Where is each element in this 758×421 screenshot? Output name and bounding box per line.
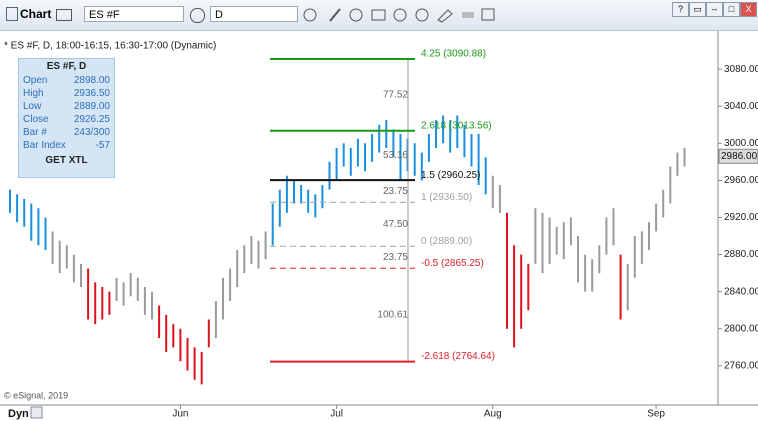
info-value: 2936.50 — [73, 88, 110, 99]
fib-distance: 23.75 — [383, 252, 408, 263]
x-tick-label: Jun — [172, 409, 188, 420]
drawing-tools — [303, 8, 495, 23]
info-value: 2926.25 — [73, 114, 110, 125]
window-button[interactable]: – — [706, 2, 723, 17]
y-tick-label: 2960.00 — [724, 175, 758, 186]
y-tick-label: 2840.00 — [724, 286, 758, 297]
fib-distance: 23.75 — [383, 186, 408, 197]
fib-distance: 77.52 — [383, 90, 408, 101]
y-tick-label: 3000.00 — [724, 138, 758, 149]
y-tick-label: 2920.00 — [724, 212, 758, 223]
window-button[interactable]: ▭ — [689, 2, 706, 17]
toolbar: Chart ES #F D ? ▭ – □ X — [0, 0, 758, 31]
window-button[interactable]: X — [740, 2, 757, 17]
get-xtl-button[interactable]: GET XTL — [45, 155, 88, 166]
fib-distance: 100.61 — [377, 310, 408, 321]
fib-label: 1.5 (2960.25) — [421, 170, 481, 181]
info-key: High — [23, 88, 44, 99]
fib-label: 4.25 (3090.88) — [421, 49, 486, 60]
tool-bar[interactable] — [462, 12, 474, 18]
fib-distance: 47.50 — [383, 219, 408, 230]
fib-distance: 53.16 — [383, 150, 408, 161]
info-key: Close — [23, 114, 49, 125]
y-tick-label: 3080.00 — [724, 64, 758, 75]
info-row: Bar # 243/300 — [19, 126, 114, 139]
footer-label: Dyn — [8, 408, 29, 420]
x-tick-label: Jul — [330, 409, 343, 420]
info-key: Open — [23, 75, 48, 86]
fib-label: -2.618 (2764.64) — [421, 351, 495, 362]
tool-study[interactable] — [371, 9, 386, 21]
fib-label: 0 (2889.00) — [421, 236, 472, 247]
y-tick-label: 3040.00 — [724, 101, 758, 112]
y-tick-label: 2800.00 — [724, 323, 758, 334]
interval-box[interactable]: D — [210, 6, 298, 22]
window-button[interactable]: □ — [723, 2, 740, 17]
symbol-box[interactable]: ES #F — [84, 6, 184, 22]
info-panel: ES #F, D Open 2898.00 High 2936.50 Low 2889.0… — [18, 58, 115, 178]
plot-area — [0, 31, 718, 405]
info-row: Close 2926.25 — [19, 113, 114, 126]
info-row: Low 2889.00 — [19, 100, 114, 113]
window-button[interactable]: ? — [672, 2, 689, 17]
y-tick-label: 2760.00 — [724, 361, 758, 372]
info-key: Low — [23, 101, 42, 112]
chart-icon — [6, 7, 18, 21]
tool-play[interactable] — [393, 8, 407, 22]
fib-label: -0.5 (2865.25) — [421, 258, 484, 269]
info-value: 2889.00 — [73, 101, 110, 112]
link-icon[interactable] — [56, 9, 72, 21]
tool-line[interactable] — [329, 8, 341, 22]
info-row: Bar Index -57 — [19, 139, 114, 152]
info-key: Bar Index — [23, 140, 66, 151]
last-price-label: 2986.00 — [721, 151, 758, 162]
info-value: -57 — [95, 140, 110, 151]
last-price-box — [718, 148, 758, 164]
footer-icon[interactable] — [30, 406, 43, 419]
info-rows: Open 2898.00 High 2936.50 Low 2889.00 Close 292… — [19, 74, 114, 152]
tool-note[interactable] — [481, 8, 495, 21]
fib-label: 1 (2936.50) — [421, 192, 472, 203]
x-tick-label: Aug — [484, 409, 502, 420]
y-tick-label: 2880.00 — [724, 249, 758, 260]
info-title: ES #F, D — [46, 61, 87, 72]
info-row: High 2936.50 — [19, 87, 114, 100]
chart-header: * ES #F, D, 18:00-16:15, 16:30-17:00 (Dy… — [4, 41, 216, 52]
toolbar-title: Chart — [20, 7, 52, 21]
copyright: © eSignal, 2019 — [4, 390, 68, 400]
tool-cycle[interactable] — [349, 8, 363, 22]
info-row: Open 2898.00 — [19, 74, 114, 87]
symbol-lookup[interactable] — [190, 8, 205, 23]
info-value: 243/300 — [73, 127, 110, 138]
info-value: 2898.00 — [73, 75, 110, 86]
tool-zoom[interactable] — [303, 8, 317, 22]
x-tick-label: Sep — [647, 409, 665, 420]
info-key: Bar # — [23, 127, 47, 138]
tool-alert[interactable] — [415, 8, 429, 22]
fib-label: 2.618 (3013.56) — [421, 120, 492, 131]
tool-eraser[interactable] — [437, 9, 453, 23]
